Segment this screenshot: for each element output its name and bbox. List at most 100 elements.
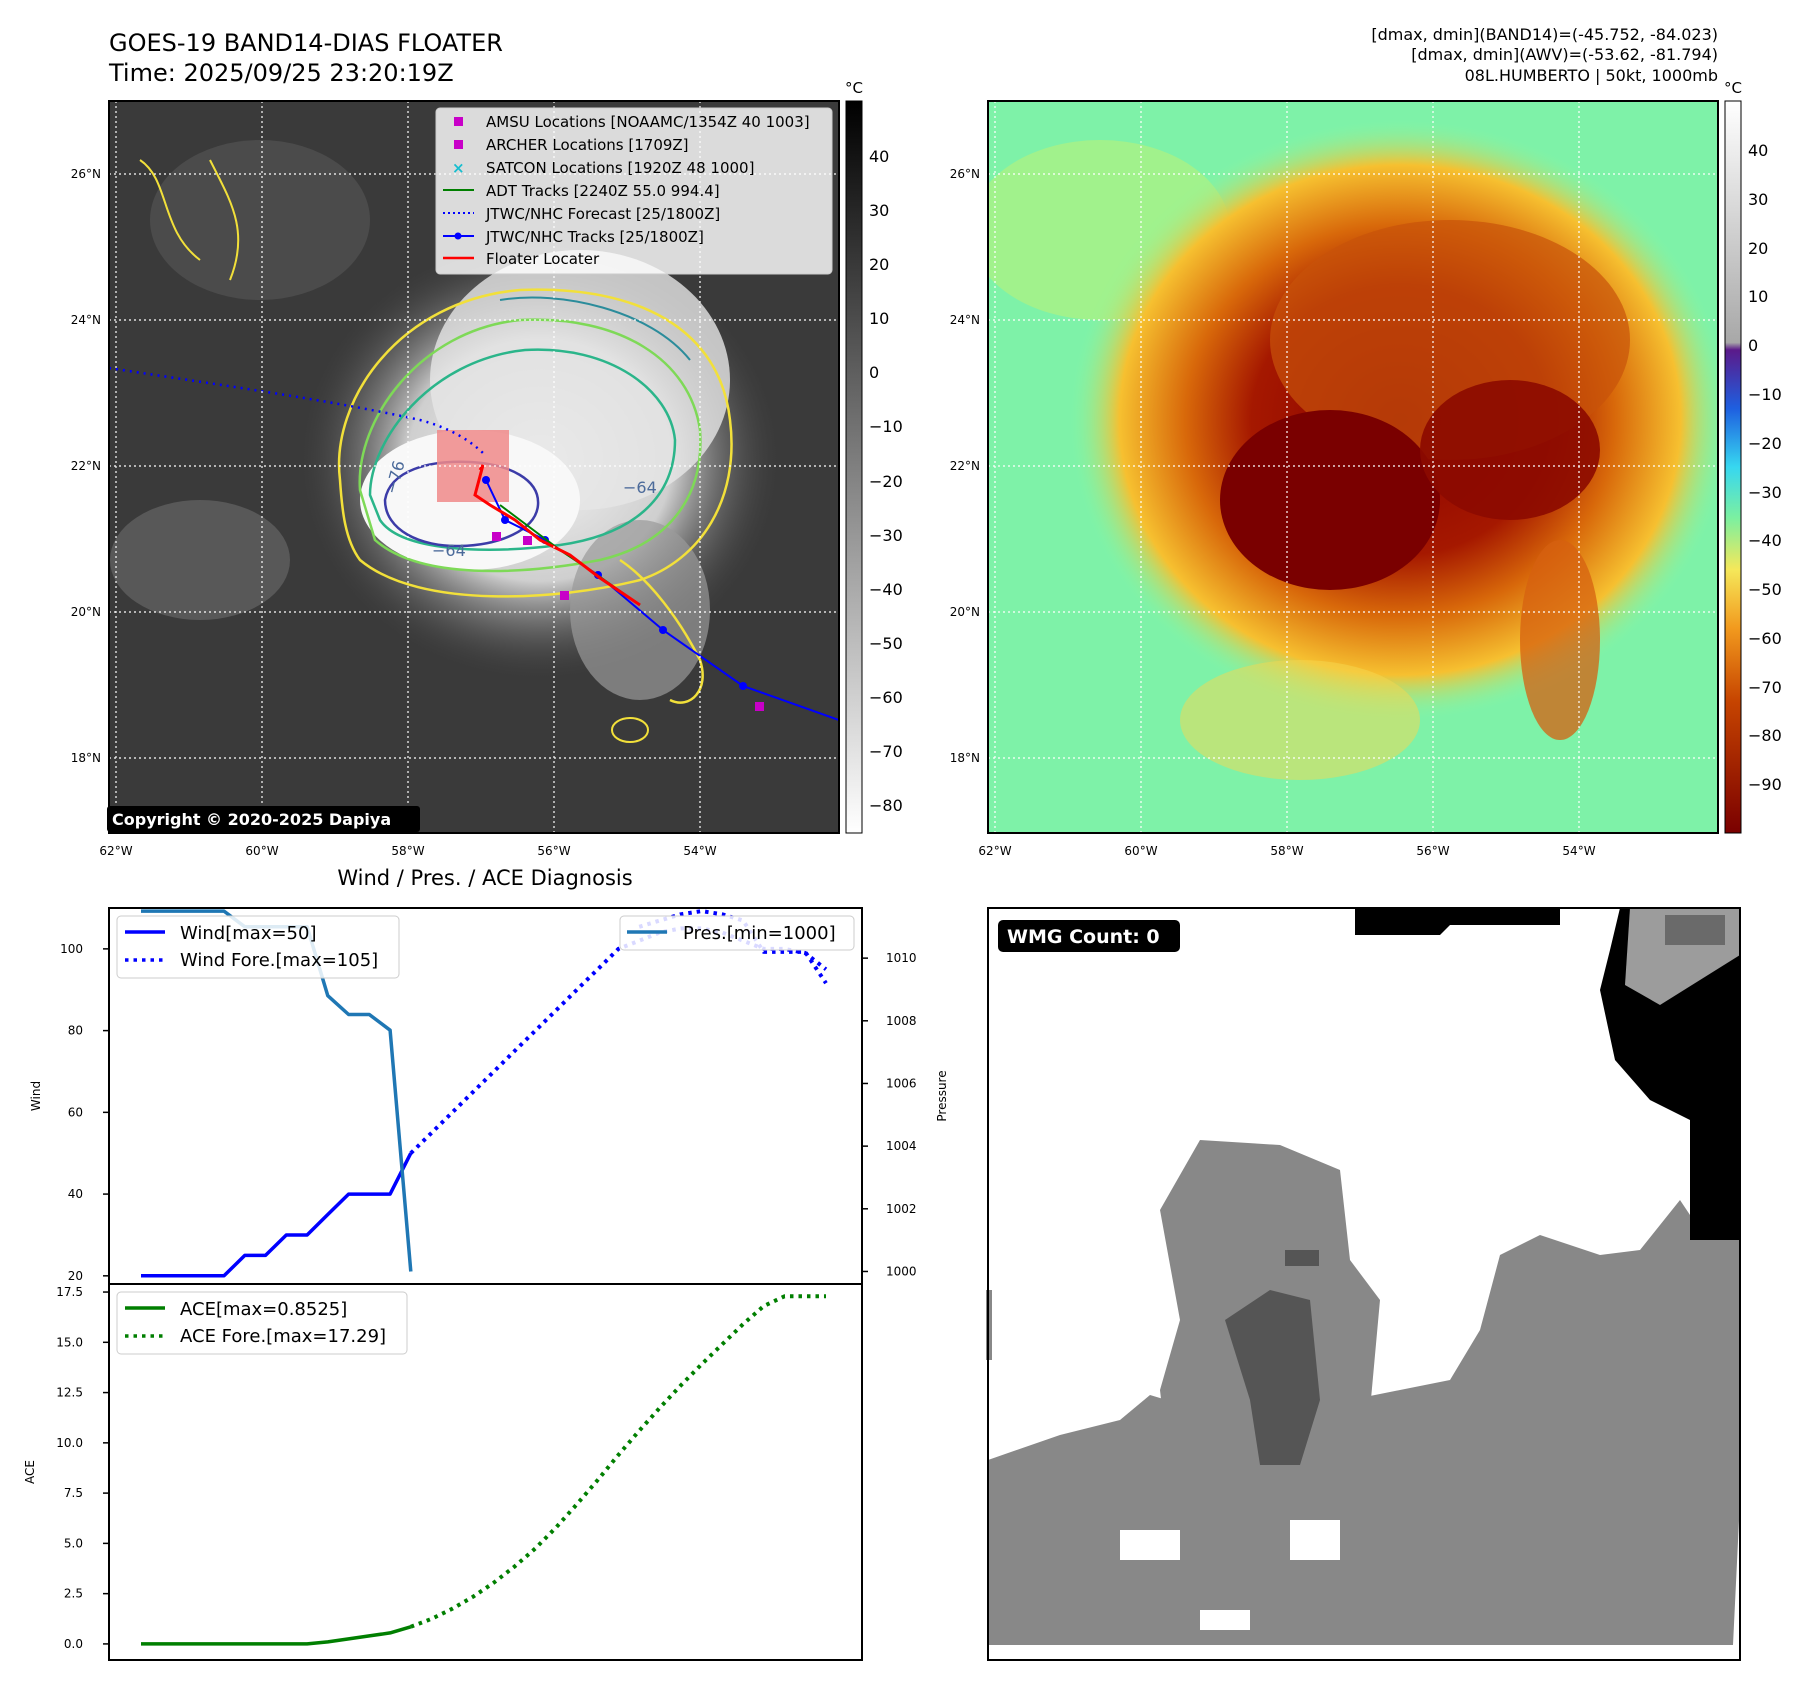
figure-title: GOES-19 BAND14-DIAS FLOATER <box>109 29 503 57</box>
tick-label: 1004 <box>886 1139 917 1153</box>
awv-lon-label-56: 56°W <box>1416 844 1449 858</box>
awv-tick: 40 <box>1748 141 1768 160</box>
tick-label: 40 <box>68 1187 83 1201</box>
wmg-dark-patch <box>1285 1250 1319 1266</box>
figure-time: Time: 2025/09/25 23:20:19Z <box>108 59 454 87</box>
tick-label: 20 <box>68 1269 83 1283</box>
storm-info: 08L.HUMBERTO | 50kt, 1000mb <box>1465 66 1718 85</box>
wind-fore-legend-label: Wind Fore.[max=105] <box>180 950 378 971</box>
awv-tick: −10 <box>1748 385 1782 404</box>
awv-lon-label-62: 62°W <box>978 844 1011 858</box>
ir-map-panel: −76 −64 −64 <box>71 79 903 858</box>
awv-range: [dmax, dmin](AWV)=(-53.62, -81.794) <box>1411 45 1718 64</box>
ace-legend-box <box>116 1291 408 1355</box>
legend-track-dot <box>454 232 462 240</box>
ir-tick: −30 <box>869 526 903 545</box>
wmg-clear-patch <box>1200 1610 1250 1630</box>
archer-marker <box>523 536 532 545</box>
tick-label: 2.5 <box>64 1587 83 1601</box>
pres-legend-label: Pres.[min=1000] <box>683 923 836 944</box>
contour-teal <box>368 348 677 551</box>
awv-tick: −30 <box>1748 483 1782 502</box>
pres-legend-box <box>619 915 855 951</box>
contour-band-south <box>619 558 704 704</box>
contour-cloud-nw <box>139 159 201 261</box>
pressure-y-ticks: 1010 1008 1006 1004 1002 1000 <box>862 951 917 1278</box>
tick-label: 1002 <box>886 1202 917 1216</box>
tick-label: 1006 <box>886 1076 917 1090</box>
contour-green <box>358 318 702 573</box>
tick-label: 15.0 <box>56 1335 83 1349</box>
awv-map-panel: 26°N 24°N 22°N 20°N 18°N 62°W 60°W 58°W … <box>950 79 1782 858</box>
awv-lon-label-60: 60°W <box>1124 844 1157 858</box>
legend-satcon-marker: × <box>452 159 465 177</box>
archer-marker <box>755 702 764 711</box>
legend-adt: ADT Tracks [2240Z 55.0 994.4] <box>486 182 720 200</box>
awv-core <box>1220 410 1440 590</box>
awv-lat-label-22: 22°N <box>950 459 980 473</box>
ir-tick: −20 <box>869 472 903 491</box>
band14-range: [dmax, dmin](BAND14)=(-45.752, -84.023) <box>1371 25 1718 44</box>
track-point <box>659 626 667 634</box>
ace-series <box>141 1294 826 1646</box>
track-point <box>501 516 509 524</box>
tick-label: 100 <box>60 942 83 956</box>
ace-y-ticks: 17.5 15.0 12.5 10.0 7.5 5.0 2.5 0.0 <box>56 1285 109 1651</box>
forecast-track <box>109 366 486 456</box>
ir-cloud-northwest <box>150 140 370 300</box>
tick-label: 7.5 <box>64 1486 83 1500</box>
map-legend: AMSU Locations [NOAAMC/1354Z 40 1003] AR… <box>435 107 833 275</box>
lon-label-62: 62°W <box>99 844 132 858</box>
ir-tick: −50 <box>869 634 903 653</box>
awv-band-southwest <box>1180 660 1420 780</box>
ir-map-frame <box>108 100 840 834</box>
awv-lat-label-18: 18°N <box>950 751 980 765</box>
wmg-badge-bg <box>998 920 1180 952</box>
ir-tick: 10 <box>869 309 889 328</box>
awv-lon-label-54: 54°W <box>1562 844 1595 858</box>
ace-fore-legend-label: ACE Fore.[max=17.29] <box>180 1326 386 1347</box>
legend-forecast: JTWC/NHC Forecast [25/1800Z] <box>485 205 720 223</box>
legend-amsu-marker <box>454 117 463 126</box>
wmg-black-north <box>1355 908 1560 935</box>
awv-colorbar-ticks: 40 30 20 10 0 −10 −20 −30 −40 −50 −60 −7… <box>1748 141 1782 794</box>
ir-tick: −10 <box>869 417 903 436</box>
ir-tick: 20 <box>869 255 889 274</box>
awv-band-south <box>1520 540 1600 740</box>
copyright-badge <box>107 806 420 832</box>
lon-label-54: 54°W <box>683 844 716 858</box>
ir-colorbar-ticks: 40 30 20 10 0 −10 −20 −30 −40 −50 −60 −7… <box>869 147 903 815</box>
ir-colorbar-unit: °C <box>845 79 863 97</box>
awv-lat-label-20: 20°N <box>950 605 980 619</box>
wmg-black-northeast <box>1600 908 1740 1240</box>
legend-archer: ARCHER Locations [1709Z] <box>486 136 689 154</box>
lon-label-56: 56°W <box>537 844 570 858</box>
ir-tick: 40 <box>869 147 889 166</box>
pressure-axis-label: Pressure <box>935 1070 949 1121</box>
legend-box <box>435 107 833 275</box>
archer-marker <box>560 591 569 600</box>
diagnosis-title: Wind / Pres. / ACE Diagnosis <box>337 866 632 890</box>
legend-floater: Floater Locater <box>486 250 600 268</box>
series-ace <box>141 1625 412 1646</box>
amsu-marker <box>492 532 501 541</box>
wind-y-ticks: 100 80 60 40 20 <box>60 942 109 1283</box>
tick-label: 0.0 <box>64 1637 83 1651</box>
awv-tick: −40 <box>1748 531 1782 550</box>
series-wind <box>141 1152 413 1278</box>
ace-legend: ACE[max=0.8525] ACE Fore.[max=17.29] <box>116 1291 408 1355</box>
contour-yellow <box>337 288 733 598</box>
contour-cloud-nw2 <box>209 159 240 281</box>
awv-lat-label-26: 26°N <box>950 167 980 181</box>
ir-cloud-west <box>110 500 290 620</box>
tick-label: 12.5 <box>56 1386 83 1400</box>
awv-tick: 20 <box>1748 239 1768 258</box>
awv-tick: −60 <box>1748 629 1782 648</box>
awv-colorbar <box>1724 100 1742 834</box>
wmg-panel: WMG Count: 0 <box>986 907 1741 1661</box>
lat-label-18: 18°N <box>71 751 101 765</box>
ir-tick: −40 <box>869 580 903 599</box>
ir-tick: −80 <box>869 796 903 815</box>
tick-label: 1008 <box>886 1014 917 1028</box>
